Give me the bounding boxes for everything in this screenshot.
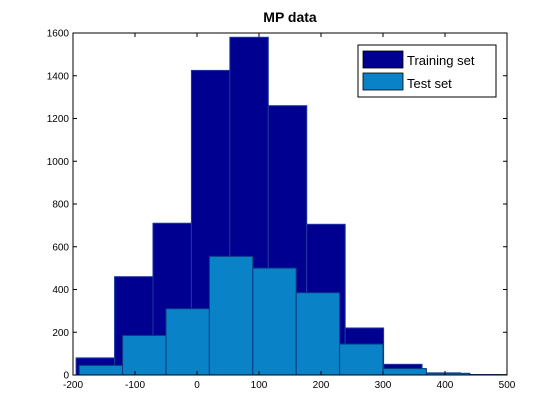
legend-label-test: Test set bbox=[407, 76, 452, 91]
x-tick-label-7: 500 bbox=[499, 380, 516, 391]
y-tick-label-0: 0 bbox=[63, 371, 69, 382]
y-tick-label-7: 1400 bbox=[47, 71, 70, 82]
legend-swatch-test bbox=[363, 73, 403, 90]
y-tick-label-3: 600 bbox=[52, 242, 69, 253]
test-bar-0 bbox=[79, 365, 122, 375]
x-tick-label-3: 100 bbox=[251, 380, 268, 391]
x-tick-label-5: 300 bbox=[375, 380, 392, 391]
test-bar-2 bbox=[166, 309, 209, 375]
y-tick-label-2: 400 bbox=[52, 285, 69, 296]
test-bar-1 bbox=[123, 335, 166, 375]
test-bar-3 bbox=[209, 256, 252, 375]
test-bar-4 bbox=[253, 268, 296, 375]
y-tick-label-6: 1200 bbox=[47, 114, 70, 125]
x-tick-label-2: 0 bbox=[194, 380, 200, 391]
test-bar-5 bbox=[296, 293, 339, 375]
test-bar-6 bbox=[340, 344, 383, 375]
legend: Training set Test set bbox=[358, 45, 496, 97]
y-tick-label-1: 200 bbox=[52, 328, 69, 339]
test-bar-7 bbox=[383, 369, 426, 375]
x-tick-label-4: 200 bbox=[313, 380, 330, 391]
x-tick-label-0: -200 bbox=[63, 380, 83, 391]
y-tick-label-5: 1000 bbox=[47, 157, 70, 168]
y-tick-label-4: 800 bbox=[52, 200, 69, 211]
y-tick-label-8: 1600 bbox=[47, 29, 70, 40]
x-tick-label-6: 400 bbox=[437, 380, 454, 391]
x-tick-label-1: -100 bbox=[125, 380, 145, 391]
legend-label-training: Training set bbox=[407, 53, 475, 68]
chart-title: MP data bbox=[263, 9, 317, 25]
legend-swatch-training bbox=[363, 51, 403, 68]
